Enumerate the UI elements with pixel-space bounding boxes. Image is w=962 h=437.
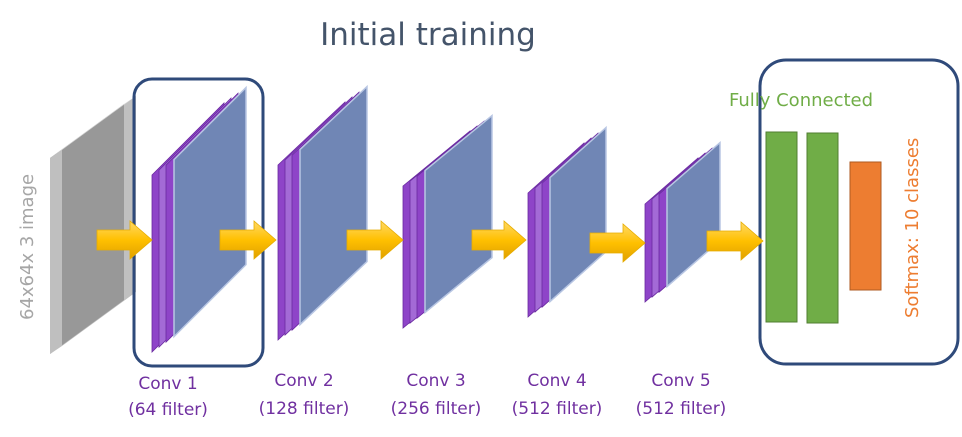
fully-connected-label: Fully Connected (729, 90, 873, 111)
feature-map-plane (549, 125, 607, 304)
flow-arrow-2 (219, 220, 277, 260)
fc-layer-1 (765, 131, 798, 323)
conv-stacks (151, 84, 721, 353)
conv-stack-1 (151, 85, 247, 353)
conv-label-5-name: Conv 5 (651, 371, 710, 391)
flow-arrow-3 (346, 220, 404, 260)
conv1-highlight-frame (132, 77, 265, 368)
flow-arrows (96, 220, 764, 263)
flow-arrow-4 (471, 220, 527, 260)
conv-label-5-filters: (512 filter) (636, 399, 727, 419)
conv-stack-2 (277, 84, 368, 341)
input-label: 64x64x 3 image (17, 174, 38, 320)
softmax-layer (849, 161, 882, 291)
conv-label-2-name: Conv 2 (274, 371, 333, 391)
feature-map-plane (299, 84, 368, 327)
conv-label-3-name: Conv 3 (406, 371, 465, 391)
conv-stack-4 (527, 125, 607, 318)
conv-label-1-filters: (64 filter) (128, 400, 208, 420)
flow-arrow-5 (589, 223, 646, 263)
conv-label-3-filters: (256 filter) (391, 399, 482, 419)
diagram-title: Initial training (320, 17, 536, 53)
conv-label-1-name: Conv 1 (138, 374, 197, 394)
input-image-block (50, 96, 136, 354)
conv-label-4-filters: (512 filter) (512, 399, 603, 419)
conv-label-2-filters: (128 filter) (259, 399, 350, 419)
conv-stack-3 (402, 114, 493, 329)
feature-map-plane (173, 85, 247, 339)
fc-layer-2 (806, 132, 839, 324)
feature-map-plane (424, 114, 493, 315)
flow-arrow-1 (96, 220, 153, 260)
conv-labels: Conv 1 (64 filter) Conv 2 (128 filter) C… (128, 371, 726, 420)
conv-label-4-name: Conv 4 (527, 371, 586, 391)
flow-arrow-6 (706, 221, 764, 261)
conv-stack-5 (644, 140, 721, 303)
softmax-label: Softmax: 10 classes (902, 138, 923, 318)
classifier-frame (758, 58, 960, 366)
